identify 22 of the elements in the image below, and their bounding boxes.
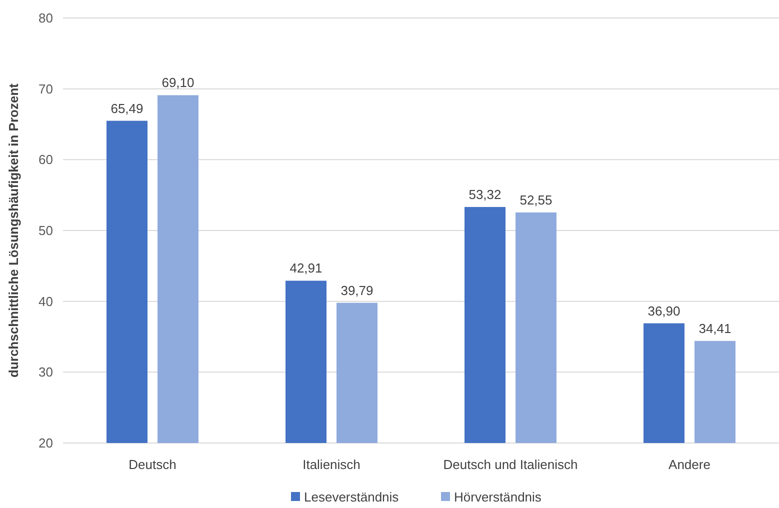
y-tick-label: 60: [38, 152, 53, 168]
y-tick-label: 40: [38, 294, 53, 309]
x-tick-label: Deutsch und Italienisch: [443, 457, 578, 472]
data-label: 34,41: [698, 320, 732, 336]
x-tick-label: Deutsch: [128, 457, 176, 472]
y-tick-label: 80: [38, 10, 53, 26]
y-axis-title: durchschnittliche Lösungshäufigkeit in Prozent: [6, 82, 21, 378]
data-label: 39,79: [340, 282, 374, 298]
data-label: 53,32: [468, 186, 502, 202]
y-tick-label: 30: [38, 364, 53, 380]
x-tick-label: Italienisch: [302, 457, 360, 472]
data-label: 36,90: [648, 303, 680, 318]
data-label: 69,10: [162, 75, 194, 90]
y-tick-label: 70: [38, 81, 53, 96]
legend-label: Hörverständnis: [454, 490, 542, 505]
data-label: 52,55: [520, 192, 552, 208]
legend-label: Leseverständnis: [304, 490, 400, 505]
y-tick-label: 50: [38, 223, 53, 238]
data-label: 65,49: [110, 100, 144, 116]
x-tick-label: Andere: [668, 457, 710, 472]
data-label: 42,91: [290, 260, 322, 276]
y-tick-label: 20: [38, 436, 53, 451]
